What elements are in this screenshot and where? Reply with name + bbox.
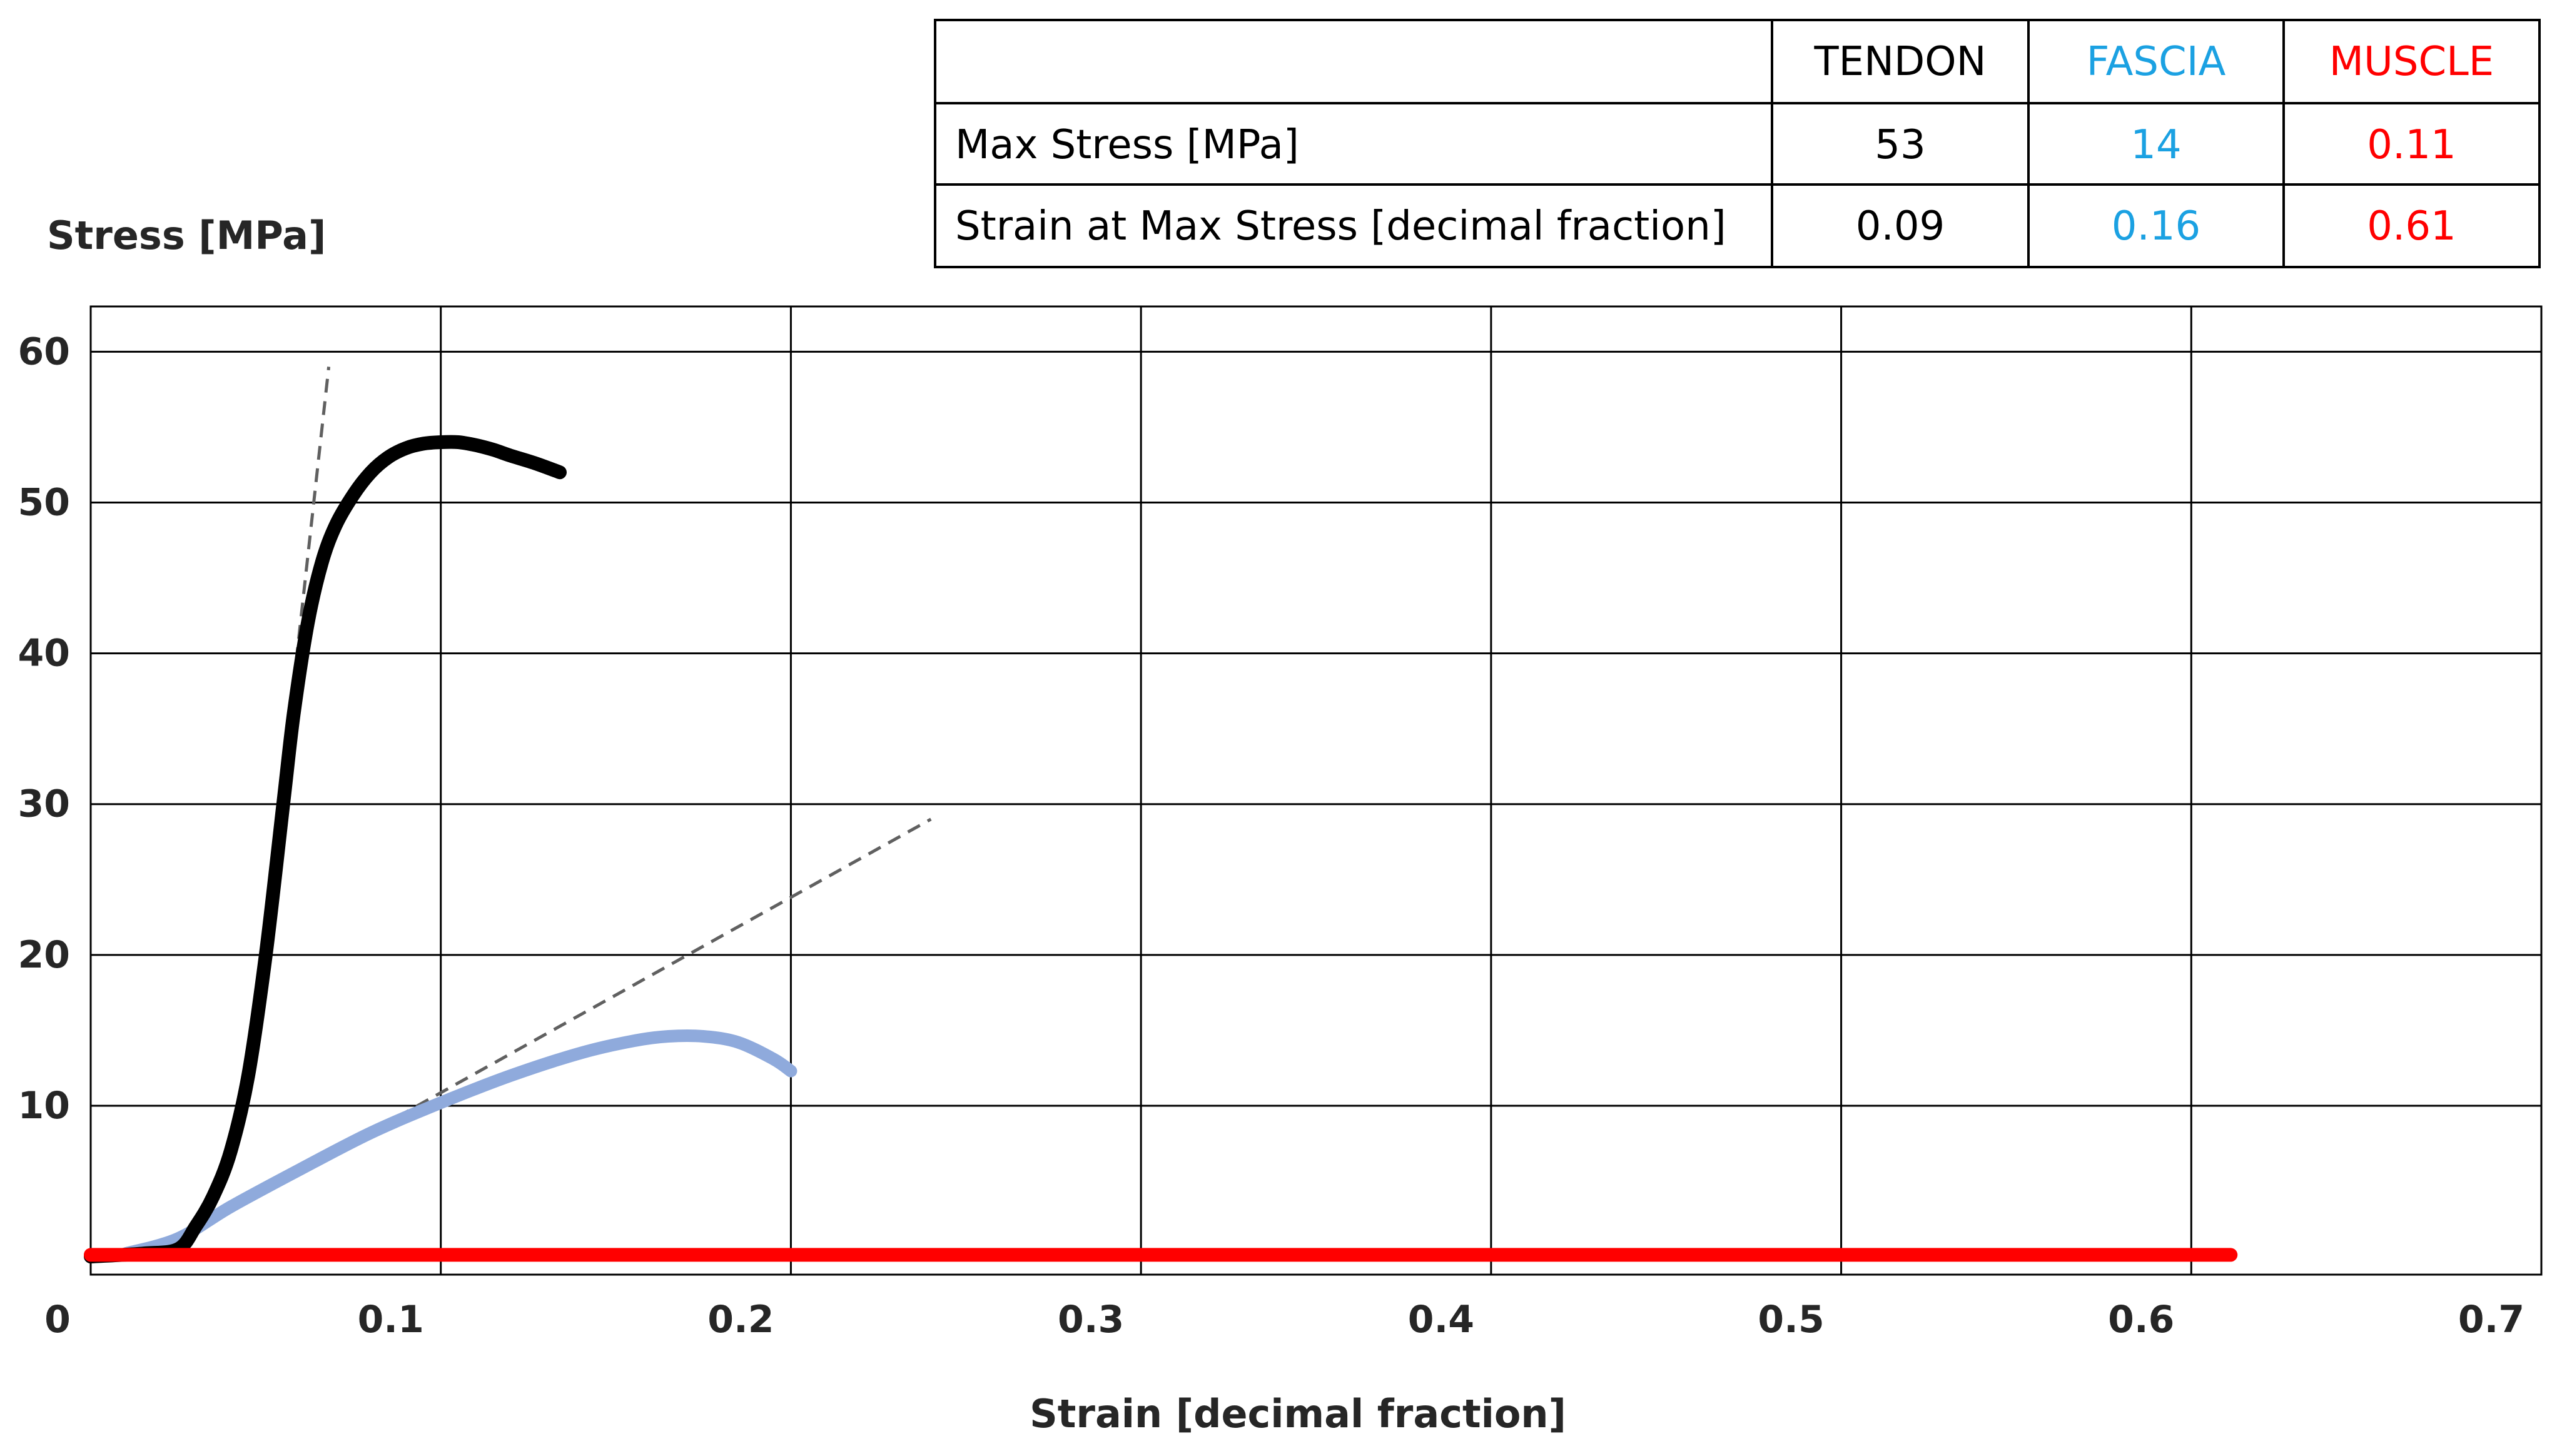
table-cell-1-2: 0.61 [2367, 203, 2456, 250]
grid [89, 305, 2543, 1276]
series-lines [84, 435, 2238, 1264]
table-row-label-1: Strain at Max Stress [decimal fraction] [955, 203, 1726, 250]
y-tick-label-2: 30 [18, 782, 71, 826]
y-axis-label: Stress [MPa] [47, 213, 326, 258]
series-line-black [84, 435, 567, 1264]
table-header-tendon: TENDON [1814, 39, 1987, 85]
plot-frame [89, 305, 2543, 1276]
table-cell-0-0: 53 [1875, 122, 1925, 168]
table-frame [934, 19, 2541, 268]
y-tick-label-3: 40 [18, 632, 71, 675]
x-tick-label-4: 0.4 [1408, 1298, 1474, 1342]
x-tick-label-1: 0.1 [358, 1298, 424, 1342]
x-tick-label-0: 0 [44, 1298, 71, 1342]
y-tick-label-4: 50 [18, 480, 71, 524]
table-cell-1-1: 0.16 [2112, 203, 2201, 250]
series-line-blue [119, 1029, 797, 1260]
table-cell-0-2: 0.11 [2367, 122, 2456, 168]
summary-table: TENDON FASCIA MUSCLE Max Stress [MPa] 53 14 0.… [934, 19, 2541, 268]
y-tick-labels: 10 20 30 40 50 60 [18, 330, 71, 1128]
y-tick-label-1: 20 [18, 933, 71, 977]
table-row-label-0: Max Stress [MPa] [955, 122, 1299, 168]
table-cell-0-1: 14 [2130, 122, 2181, 168]
table-header-muscle: MUSCLE [2329, 39, 2494, 85]
table-header-fascia: FASCIA [2087, 39, 2226, 85]
x-tick-label-2: 0.2 [707, 1298, 774, 1342]
x-tick-labels: 0 0.1 0.2 0.3 0.4 0.5 0.6 0.7 [44, 1298, 2524, 1342]
y-tick-label-0: 10 [18, 1084, 71, 1128]
x-axis-label: Strain [decimal fraction] [1030, 1391, 1566, 1437]
y-tick-label-5: 60 [18, 330, 71, 373]
x-tick-label-6: 0.6 [2108, 1298, 2174, 1342]
x-tick-label-7: 0.7 [2458, 1298, 2524, 1342]
x-tick-label-5: 0.5 [1758, 1298, 1824, 1342]
x-tick-label-3: 0.3 [1058, 1298, 1124, 1342]
table-cell-1-0: 0.09 [1856, 203, 1945, 250]
